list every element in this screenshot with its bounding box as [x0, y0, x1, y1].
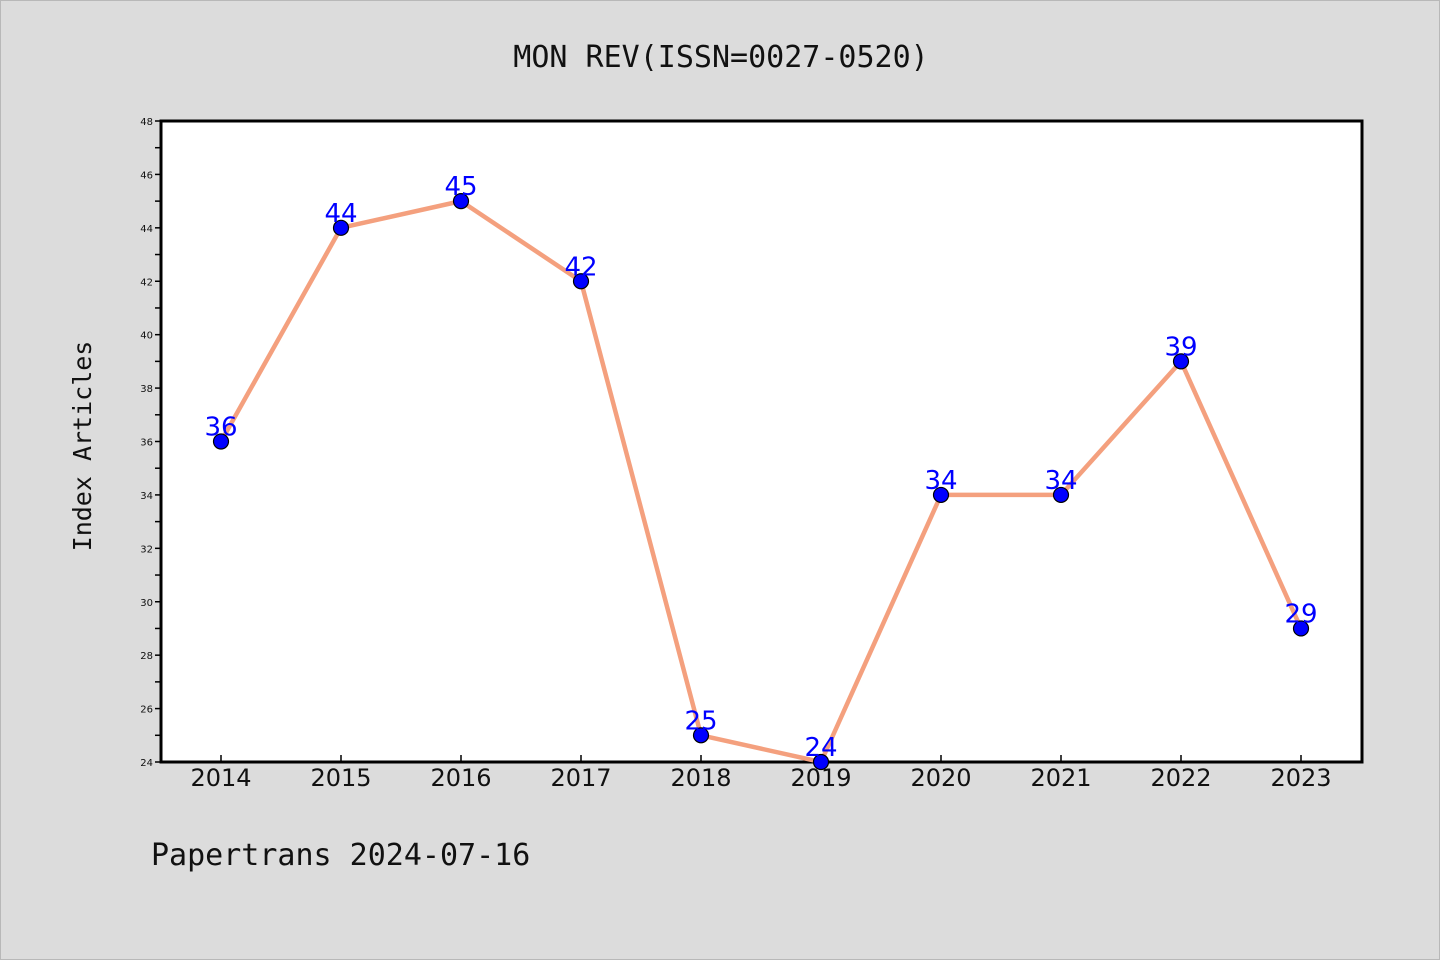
x-tick-label: 2020	[910, 764, 971, 792]
data-point	[1292, 620, 1310, 637]
y-tick-label: 32	[140, 544, 153, 555]
data-label: 29	[1284, 599, 1317, 629]
y-tick-label: 42	[140, 277, 153, 288]
y-tick-label: 44	[140, 224, 153, 235]
y-tick-label: 24	[140, 758, 153, 769]
x-axis: 2014 2015 2016 2017 2018 2019 2020 2021 2022 2023	[190, 755, 1332, 792]
x-tick-label: 2015	[310, 764, 371, 792]
data-labels: 36 44 45 42 25 24 34 34 39 29	[204, 172, 1317, 763]
data-point	[692, 727, 710, 744]
data-label: 25	[684, 706, 717, 736]
y-tick-label: 36	[140, 438, 153, 449]
data-label: 39	[1164, 332, 1197, 362]
series-polyline	[218, 198, 1304, 765]
data-label: 24	[804, 733, 837, 763]
data-point	[212, 433, 230, 450]
data-point	[1052, 486, 1070, 504]
y-axis-label: Index Articles	[68, 341, 97, 552]
footer-credit: Papertrans 2024-07-16	[151, 838, 530, 873]
chart-title: MON REV(ISSN=0027-0520)	[513, 40, 928, 75]
x-tick-label: 2022	[1150, 764, 1211, 792]
data-point	[332, 219, 350, 236]
y-tick-label: 30	[140, 598, 153, 609]
y-tick-label: 38	[140, 384, 153, 395]
x-tick-label: 2017	[550, 764, 611, 792]
data-point	[812, 753, 830, 771]
data-label: 44	[324, 199, 357, 229]
x-tick-label: 2016	[430, 764, 491, 792]
data-label: 45	[444, 172, 477, 202]
data-label: 42	[564, 252, 597, 282]
y-tick-label: 28	[140, 651, 153, 662]
x-tick-label: 2021	[1030, 764, 1091, 792]
x-tick-label: 2014	[190, 764, 251, 792]
y-tick-label: 26	[140, 705, 153, 716]
y-tick-label: 40	[140, 331, 153, 342]
data-point	[452, 193, 470, 210]
y-tick-label: 48	[140, 117, 153, 128]
y-tick-label: 46	[140, 170, 153, 181]
data-label: 34	[1044, 466, 1077, 496]
x-tick-label: 2018	[670, 764, 731, 792]
data-label: 36	[204, 413, 237, 443]
data-point	[572, 273, 590, 290]
plot-area	[159, 119, 1364, 764]
data-point	[932, 486, 950, 504]
y-tick-label: 34	[140, 491, 153, 502]
y-axis: 24 26 28 30 32 34 36 38 40 42 44 46 48	[140, 117, 161, 769]
x-tick-label: 2023	[1270, 764, 1331, 792]
series-markers	[212, 193, 1310, 771]
data-label: 34	[924, 466, 957, 496]
data-point	[1172, 353, 1190, 370]
series-line	[218, 198, 1304, 765]
